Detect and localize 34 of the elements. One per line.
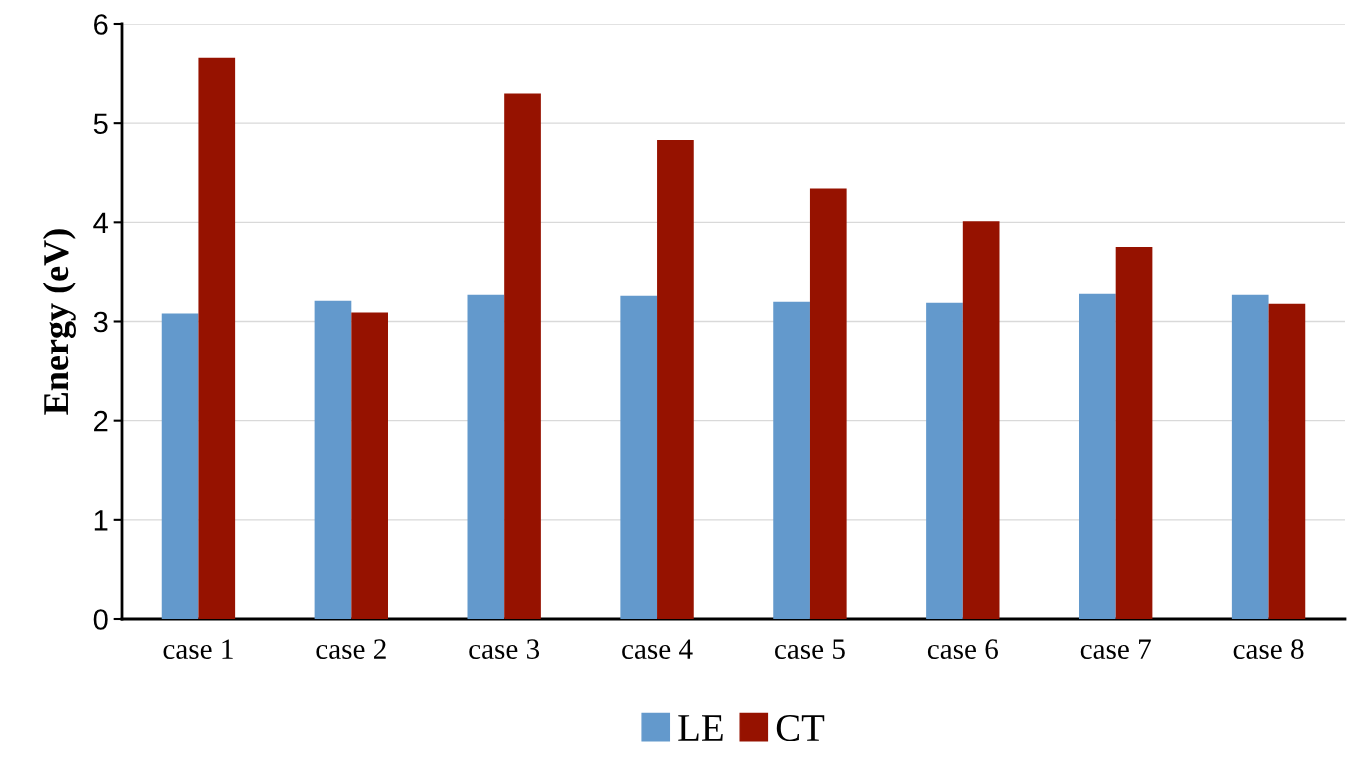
x-tick-label: case 4 — [622, 639, 693, 659]
bar — [809, 188, 847, 619]
bar — [198, 57, 236, 619]
y-tick-label: 6 — [94, 14, 108, 35]
bar — [620, 295, 658, 619]
bar — [504, 93, 541, 619]
y-axis-title: Energy (eV) — [42, 229, 76, 415]
x-tick-label: case 5 — [775, 639, 845, 659]
y-tick-label: 1 — [94, 510, 108, 531]
bar — [1231, 294, 1269, 619]
x-tick-label: case 6 — [927, 639, 998, 659]
x-tick-label: case 7 — [1080, 639, 1151, 659]
y-tick-label: 5 — [93, 113, 108, 135]
y-tick-label: 2 — [94, 410, 108, 432]
bar — [926, 302, 963, 619]
bar — [351, 312, 388, 619]
y-tick-label: 3 — [93, 311, 108, 333]
x-tick-label: case 1 — [163, 639, 233, 659]
bar — [161, 313, 199, 619]
y-tick-label: 4 — [93, 212, 108, 233]
bar — [1115, 247, 1153, 619]
bar — [1079, 293, 1116, 619]
bar — [1268, 303, 1306, 619]
legend-label: CT — [776, 714, 825, 742]
bar — [657, 140, 694, 619]
x-tick-label: case 3 — [469, 639, 540, 659]
x-tick-label: case 2 — [316, 639, 386, 659]
legend-label: LE — [678, 715, 723, 741]
bar — [314, 300, 352, 619]
y-tick-label: 0 — [93, 609, 108, 630]
x-tick-label: case 8 — [1233, 639, 1304, 659]
bar — [467, 294, 505, 619]
bar — [962, 221, 1000, 619]
bar — [773, 301, 810, 619]
